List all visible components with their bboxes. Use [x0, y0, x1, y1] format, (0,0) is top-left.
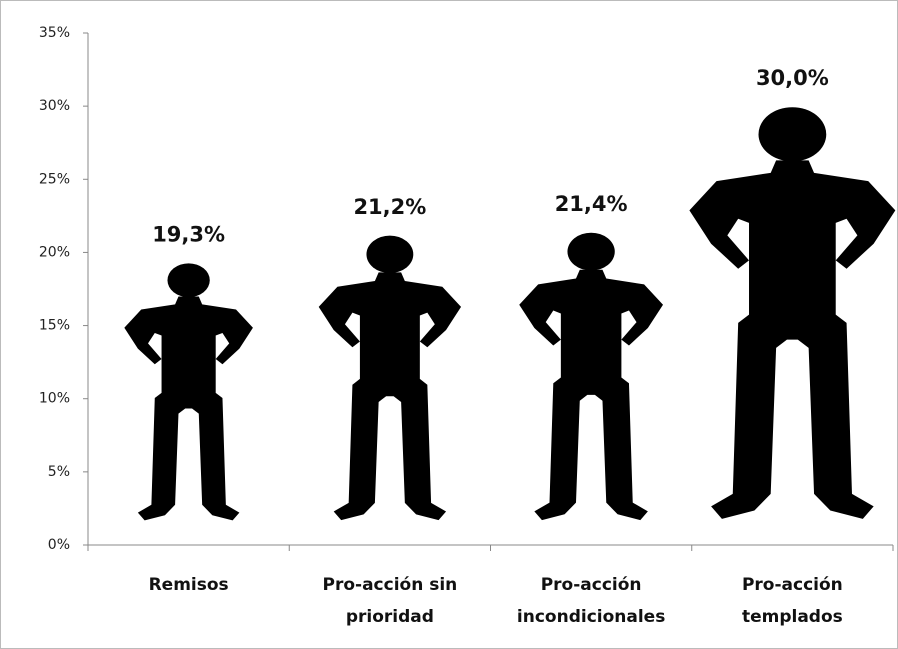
figure-head: [758, 107, 827, 162]
person-figure: [689, 107, 896, 519]
y-tick-label: 20%: [39, 244, 70, 260]
figure-body: [124, 296, 253, 521]
value-label: 19,3%: [152, 223, 225, 247]
value-label: 30,0%: [756, 66, 829, 90]
y-tick-label: 25%: [39, 171, 70, 187]
y-tick-label: 0%: [48, 537, 70, 553]
y-tick-label: 30%: [39, 98, 70, 114]
person-figure: [519, 232, 664, 521]
x-tick-label: Pro-acción templados: [741, 575, 843, 627]
figure-body: [318, 272, 462, 521]
figure-body: [519, 269, 664, 521]
x-tick-label: Pro-acción incondicionales: [516, 575, 666, 627]
value-label: 21,2%: [353, 195, 426, 219]
y-tick-label: 5%: [48, 464, 70, 480]
figure-body: [689, 160, 896, 519]
figure-head: [567, 232, 615, 271]
person-figure: [318, 235, 462, 521]
y-tick-label: 10%: [39, 391, 70, 407]
y-tick-label: 35%: [39, 25, 70, 41]
y-tick-label: 15%: [39, 318, 70, 334]
x-tick-label: Pro-acción sin prioridad: [322, 575, 458, 627]
value-label: 21,4%: [555, 192, 628, 216]
figure-head: [167, 263, 210, 298]
person-figure: [124, 263, 253, 521]
x-tick-label: Remisos: [148, 575, 229, 595]
figure-head: [366, 235, 414, 274]
